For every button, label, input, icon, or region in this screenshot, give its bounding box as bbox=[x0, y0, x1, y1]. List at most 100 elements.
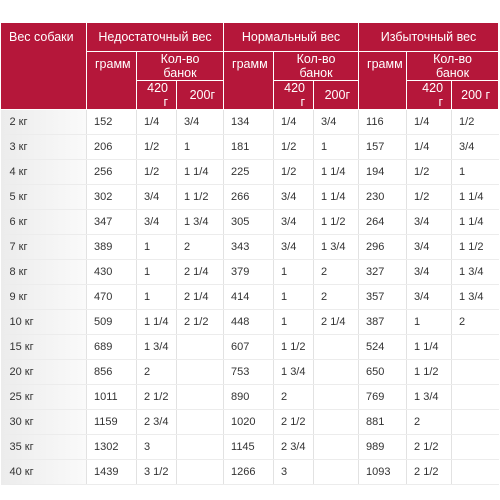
value-cell: 387 bbox=[358, 309, 407, 335]
table-row: 2 кг 152 1/4 3/4 134 1/4 3/4 116 1/4 1/2 bbox=[0, 109, 499, 135]
weight-cell: 6 кг bbox=[0, 209, 87, 235]
value-cell: 1 bbox=[273, 309, 314, 335]
table-row: 4 кг 256 1/2 1 1/4 225 1/2 1 1/4 194 1/2 1 bbox=[0, 159, 499, 185]
value-cell: 1/2 bbox=[273, 159, 314, 185]
table-row: 25 кг 1011 2 1/2 890 2 769 1 3/4 bbox=[0, 384, 499, 410]
value-cell: 2 bbox=[175, 234, 224, 260]
value-cell: 1/4 bbox=[406, 109, 452, 135]
value-cell: 2 bbox=[313, 259, 359, 285]
value-cell: 206 bbox=[86, 134, 137, 160]
value-cell: 1 bbox=[313, 134, 359, 160]
header-row: Вес собаки Недостаточный вес Нормальный … bbox=[0, 22, 500, 110]
group-header: Недостаточный вес bbox=[85, 22, 225, 52]
value-cell: 256 bbox=[86, 159, 137, 185]
value-cell: 1011 bbox=[86, 384, 137, 410]
value-cell: 1 bbox=[406, 309, 452, 335]
size-header: 420 г bbox=[406, 80, 453, 110]
value-cell: 856 bbox=[86, 359, 137, 385]
value-cell: 157 bbox=[358, 134, 407, 160]
value-cell: 1 1/4 bbox=[406, 334, 452, 360]
value-cell: 1 bbox=[451, 159, 499, 185]
value-cell: 1 bbox=[273, 284, 314, 310]
weight-cell: 2 кг bbox=[0, 109, 87, 135]
table-row: 20 кг 856 2 753 1 3/4 650 1 1/2 bbox=[0, 359, 499, 385]
value-cell: 2 1/2 bbox=[273, 409, 314, 435]
weight-cell: 30 кг bbox=[0, 409, 87, 435]
value-cell: 3/4 bbox=[273, 184, 314, 210]
weight-cell: 9 кг bbox=[0, 284, 87, 310]
table-row: 3 кг 206 1/2 1 181 1/2 1 157 1/4 3/4 bbox=[0, 134, 499, 160]
value-cell: 1 1/4 bbox=[451, 209, 499, 235]
value-cell: 1 1/4 bbox=[451, 184, 499, 210]
value-cell: 181 bbox=[223, 134, 274, 160]
value-cell: 194 bbox=[358, 159, 407, 185]
size-header: 200г bbox=[175, 80, 225, 110]
value-cell: 379 bbox=[223, 259, 274, 285]
value-cell: 2 bbox=[406, 409, 452, 435]
value-cell: 769 bbox=[358, 384, 407, 410]
value-cell: 2 1/2 bbox=[406, 434, 452, 460]
value-cell: 470 bbox=[86, 284, 137, 310]
value-cell: 1 bbox=[273, 259, 314, 285]
value-cell: 3/4 bbox=[406, 259, 452, 285]
value-cell: 1 bbox=[136, 259, 177, 285]
table-row: 35 кг 1302 3 1145 2 3/4 989 2 1/2 bbox=[0, 434, 499, 460]
feeding-table: Вес собаки Недостаточный вес Нормальный … bbox=[0, 22, 500, 485]
cans-header: Кол-во банок bbox=[135, 51, 225, 81]
value-cell: 1 3/4 bbox=[451, 284, 499, 310]
value-cell: 1 1/2 bbox=[406, 359, 452, 385]
value-cell bbox=[313, 459, 359, 485]
weight-header: Вес собаки bbox=[0, 22, 87, 110]
value-cell: 1/2 bbox=[136, 134, 177, 160]
group-header: Нормальный вес bbox=[223, 22, 360, 52]
value-cell: 327 bbox=[358, 259, 407, 285]
value-cell: 264 bbox=[358, 209, 407, 235]
value-cell: 225 bbox=[223, 159, 274, 185]
value-cell: 302 bbox=[86, 184, 137, 210]
value-cell: 989 bbox=[358, 434, 407, 460]
value-cell bbox=[451, 384, 499, 410]
value-cell bbox=[451, 459, 499, 485]
value-cell: 1/4 bbox=[136, 109, 177, 135]
header-row: грамм Кол-во банок грамм Кол-во банок гр… bbox=[1, 51, 500, 110]
value-cell: 2 bbox=[273, 384, 314, 410]
value-cell: 1 1/2 bbox=[451, 234, 499, 260]
value-cell bbox=[175, 359, 224, 385]
value-cell: 414 bbox=[223, 284, 274, 310]
value-cell: 1 3/4 bbox=[451, 259, 499, 285]
weight-cell: 25 кг bbox=[0, 384, 87, 410]
value-cell: 1 bbox=[136, 234, 177, 260]
weight-cell: 3 кг bbox=[0, 134, 87, 160]
grams-header: грамм bbox=[86, 51, 137, 110]
value-cell: 3/4 bbox=[451, 134, 499, 160]
table-row: 7 кг 389 1 2 343 3/4 1 3/4 296 3/4 1 1/2 bbox=[0, 234, 499, 260]
grams-header: грамм bbox=[358, 51, 408, 110]
value-cell: 3/4 bbox=[273, 234, 314, 260]
value-cell: 230 bbox=[358, 184, 407, 210]
value-cell: 3/4 bbox=[313, 109, 359, 135]
value-cell: 3 bbox=[273, 459, 314, 485]
value-cell bbox=[175, 434, 224, 460]
value-cell: 2 bbox=[451, 309, 499, 335]
value-cell: 753 bbox=[223, 359, 274, 385]
value-cell: 3 bbox=[136, 434, 177, 460]
value-cell: 347 bbox=[86, 209, 137, 235]
value-cell: 1 1/2 bbox=[273, 334, 314, 360]
size-header: 200г bbox=[313, 80, 360, 110]
value-cell: 1 3/4 bbox=[313, 234, 359, 260]
table-row: 40 кг 1439 3 1/2 1266 3 1093 2 1/2 bbox=[0, 459, 499, 485]
size-header: 200 г bbox=[451, 80, 500, 110]
value-cell: 689 bbox=[86, 334, 137, 360]
weight-cell: 35 кг bbox=[0, 434, 87, 460]
cans-header: Кол-во банок bbox=[273, 51, 360, 81]
value-cell: 1/2 bbox=[136, 159, 177, 185]
value-cell: 357 bbox=[358, 284, 407, 310]
value-cell: 3 1/2 bbox=[136, 459, 177, 485]
value-cell: 2 1/2 bbox=[406, 459, 452, 485]
value-cell: 1 1/2 bbox=[175, 184, 224, 210]
value-cell: 116 bbox=[358, 109, 407, 135]
table-row: 6 кг 347 3/4 1 3/4 305 3/4 1 1/2 264 3/4 1 1/4 bbox=[0, 209, 499, 235]
value-cell bbox=[451, 409, 499, 435]
value-cell: 343 bbox=[223, 234, 274, 260]
